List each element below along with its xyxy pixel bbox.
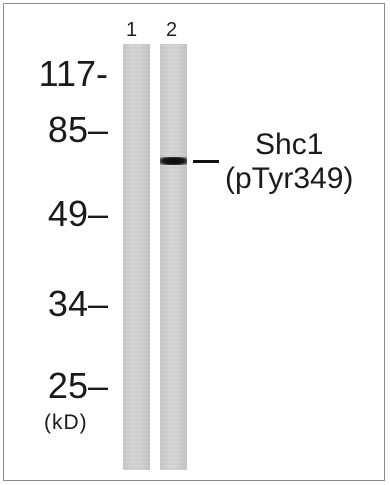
unit-label: (kD) [44, 411, 88, 434]
marker-25: 25– [47, 365, 108, 406]
marker-85: 85– [47, 109, 108, 150]
lane-number-1: 1 [126, 19, 138, 41]
band-annotation-site: (pTyr349) [225, 162, 354, 195]
lane-texture [160, 44, 187, 470]
marker-34: 34– [47, 283, 108, 324]
blot-lane-1 [123, 44, 150, 470]
band-pointer-line [193, 160, 219, 163]
band-annotation-protein: Shc1 [255, 128, 324, 161]
marker-49: 49– [47, 193, 108, 234]
protein-band [160, 157, 187, 165]
lane-number-2: 2 [166, 19, 178, 41]
blot-lane-2 [160, 44, 187, 470]
band-annotation: Shc1 (pTyr349) [225, 130, 353, 194]
blot-frame [3, 3, 385, 481]
marker-117: 117- [38, 53, 108, 94]
lane-texture [123, 44, 150, 470]
